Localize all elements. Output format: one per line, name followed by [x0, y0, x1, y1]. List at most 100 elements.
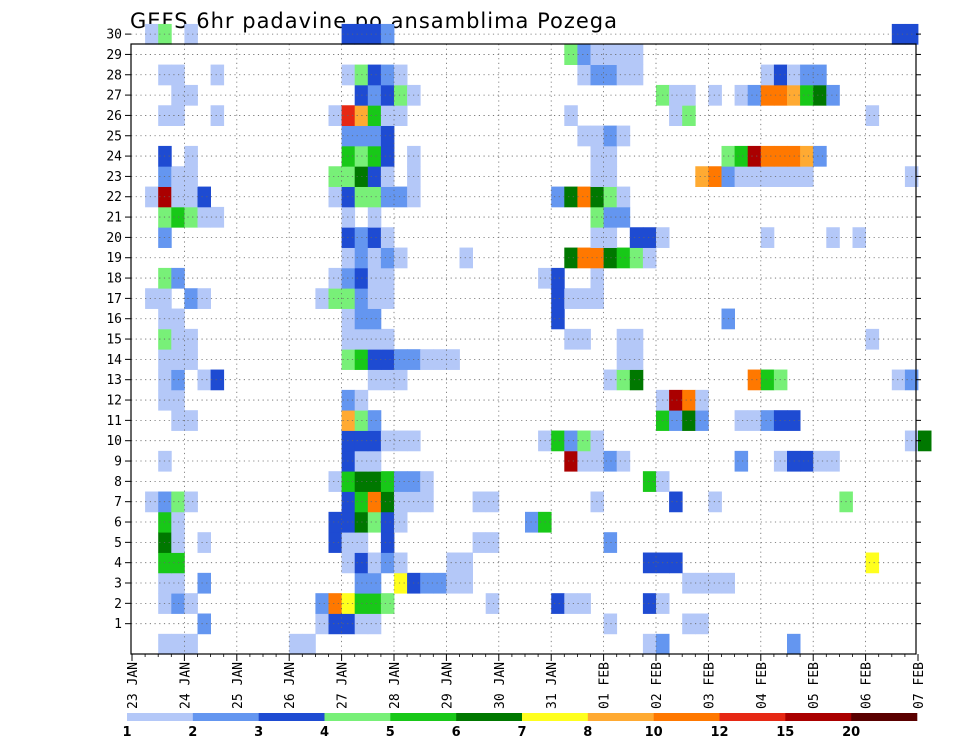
heatmap-cell	[865, 552, 880, 574]
heatmap-cell	[367, 186, 382, 208]
legend-label: 20	[842, 725, 860, 740]
heatmap-cell	[459, 552, 473, 574]
heatmap-cell	[760, 145, 775, 167]
heatmap-cell	[551, 593, 565, 614]
y-tick-label: 17	[106, 292, 122, 307]
heatmap-cell	[891, 369, 906, 391]
heatmap-cell	[184, 206, 198, 228]
y-tick-label: 8	[114, 475, 122, 490]
heatmap-cell	[603, 64, 618, 86]
heatmap-cell	[577, 430, 591, 452]
y-tick-label: 22	[106, 190, 122, 205]
heatmap-cell	[394, 84, 408, 106]
heatmap-cell	[367, 430, 382, 452]
heatmap-cell	[577, 288, 591, 309]
heatmap-cell	[551, 288, 565, 309]
heatmap-cell	[642, 471, 657, 492]
heatmap-cell	[800, 64, 814, 86]
x-tick-label: 30 JAN	[493, 662, 508, 709]
heatmap-cell	[564, 328, 578, 350]
heatmap-cell	[328, 471, 342, 492]
heatmap-cell	[760, 166, 775, 187]
heatmap-cell	[328, 613, 342, 635]
heatmap-cell	[380, 227, 395, 248]
legend-label: 6	[452, 725, 461, 740]
heatmap-cell	[367, 328, 382, 350]
heatmap-cell	[367, 247, 382, 269]
heatmap-cell	[380, 369, 395, 391]
y-tick-label: 28	[106, 68, 122, 83]
heatmap-cell	[642, 552, 657, 574]
heatmap-cell	[394, 64, 408, 86]
heatmap-cell	[367, 23, 382, 45]
heatmap-cell	[210, 206, 225, 228]
heatmap-cell	[420, 349, 434, 370]
x-tick-label: 03 FEB	[702, 662, 717, 709]
heatmap-cell	[577, 44, 591, 65]
heatmap-cell	[564, 105, 578, 126]
y-tick-label: 29	[106, 48, 122, 63]
heatmap-cell	[747, 410, 762, 431]
heatmap-cell	[616, 450, 631, 472]
heatmap-cell	[328, 532, 342, 553]
heatmap-cell	[577, 125, 591, 147]
y-tick-label: 7	[114, 495, 122, 510]
legend-label: 4	[320, 725, 329, 740]
heatmap-cell	[695, 572, 709, 594]
heatmap-cell	[564, 44, 578, 65]
heatmap-cell	[826, 450, 840, 472]
heatmap-cell	[826, 227, 840, 248]
legend-swatch	[522, 713, 589, 721]
heatmap-cell	[813, 64, 827, 86]
heatmap-cell	[446, 572, 460, 594]
heatmap-cell	[577, 450, 591, 472]
y-tick-label: 23	[106, 170, 122, 185]
plot-frame	[130, 43, 917, 655]
heatmap-cell	[197, 369, 211, 391]
heatmap-cell	[184, 23, 198, 45]
heatmap-cell	[734, 145, 749, 167]
heatmap-cell	[380, 145, 395, 167]
heatmap-cell	[603, 247, 618, 269]
heatmap-cell	[708, 572, 722, 594]
heatmap-cell	[380, 288, 395, 309]
heatmap-cell	[367, 105, 382, 126]
heatmap-cell	[616, 206, 631, 228]
heatmap-cell	[485, 532, 500, 553]
legend-swatch	[390, 713, 457, 721]
heatmap-cell	[603, 450, 618, 472]
heatmap-cell	[616, 349, 631, 370]
heatmap-cell	[145, 491, 159, 513]
heatmap-cell	[380, 593, 395, 614]
heatmap-cell	[682, 572, 696, 594]
heatmap-cell	[210, 369, 225, 391]
heatmap-cell	[315, 613, 329, 635]
y-tick-label: 18	[106, 272, 122, 287]
heatmap-cell	[394, 572, 408, 594]
heatmap-cell	[852, 227, 866, 248]
heatmap-cell	[551, 308, 565, 330]
heatmap-cell	[433, 572, 447, 594]
heatmap-cell	[380, 532, 395, 553]
heatmap-cell	[210, 105, 225, 126]
heatmap-cell	[629, 44, 644, 65]
heatmap-cell	[642, 633, 657, 655]
x-tick-label: 23 JAN	[126, 662, 141, 709]
heatmap-cell	[184, 166, 198, 187]
heatmap-cell	[197, 206, 211, 228]
y-tick-label: 25	[106, 129, 122, 144]
heatmap-cell	[787, 633, 801, 655]
heatmap-cell	[367, 511, 382, 533]
heatmap-cell	[760, 369, 775, 391]
heatmap-cell	[642, 593, 657, 614]
heatmap-cell	[813, 450, 827, 472]
heatmap-cell	[603, 145, 618, 167]
heatmap-cell	[603, 206, 618, 228]
y-axis: 1234567891011121314151617181920212223242…	[106, 28, 921, 632]
heatmap-cell	[433, 349, 447, 370]
y-tick-label: 3	[114, 577, 122, 592]
heatmap-cell	[800, 145, 814, 167]
y-tick-label: 2	[114, 597, 122, 612]
heatmap-cell	[367, 349, 382, 370]
